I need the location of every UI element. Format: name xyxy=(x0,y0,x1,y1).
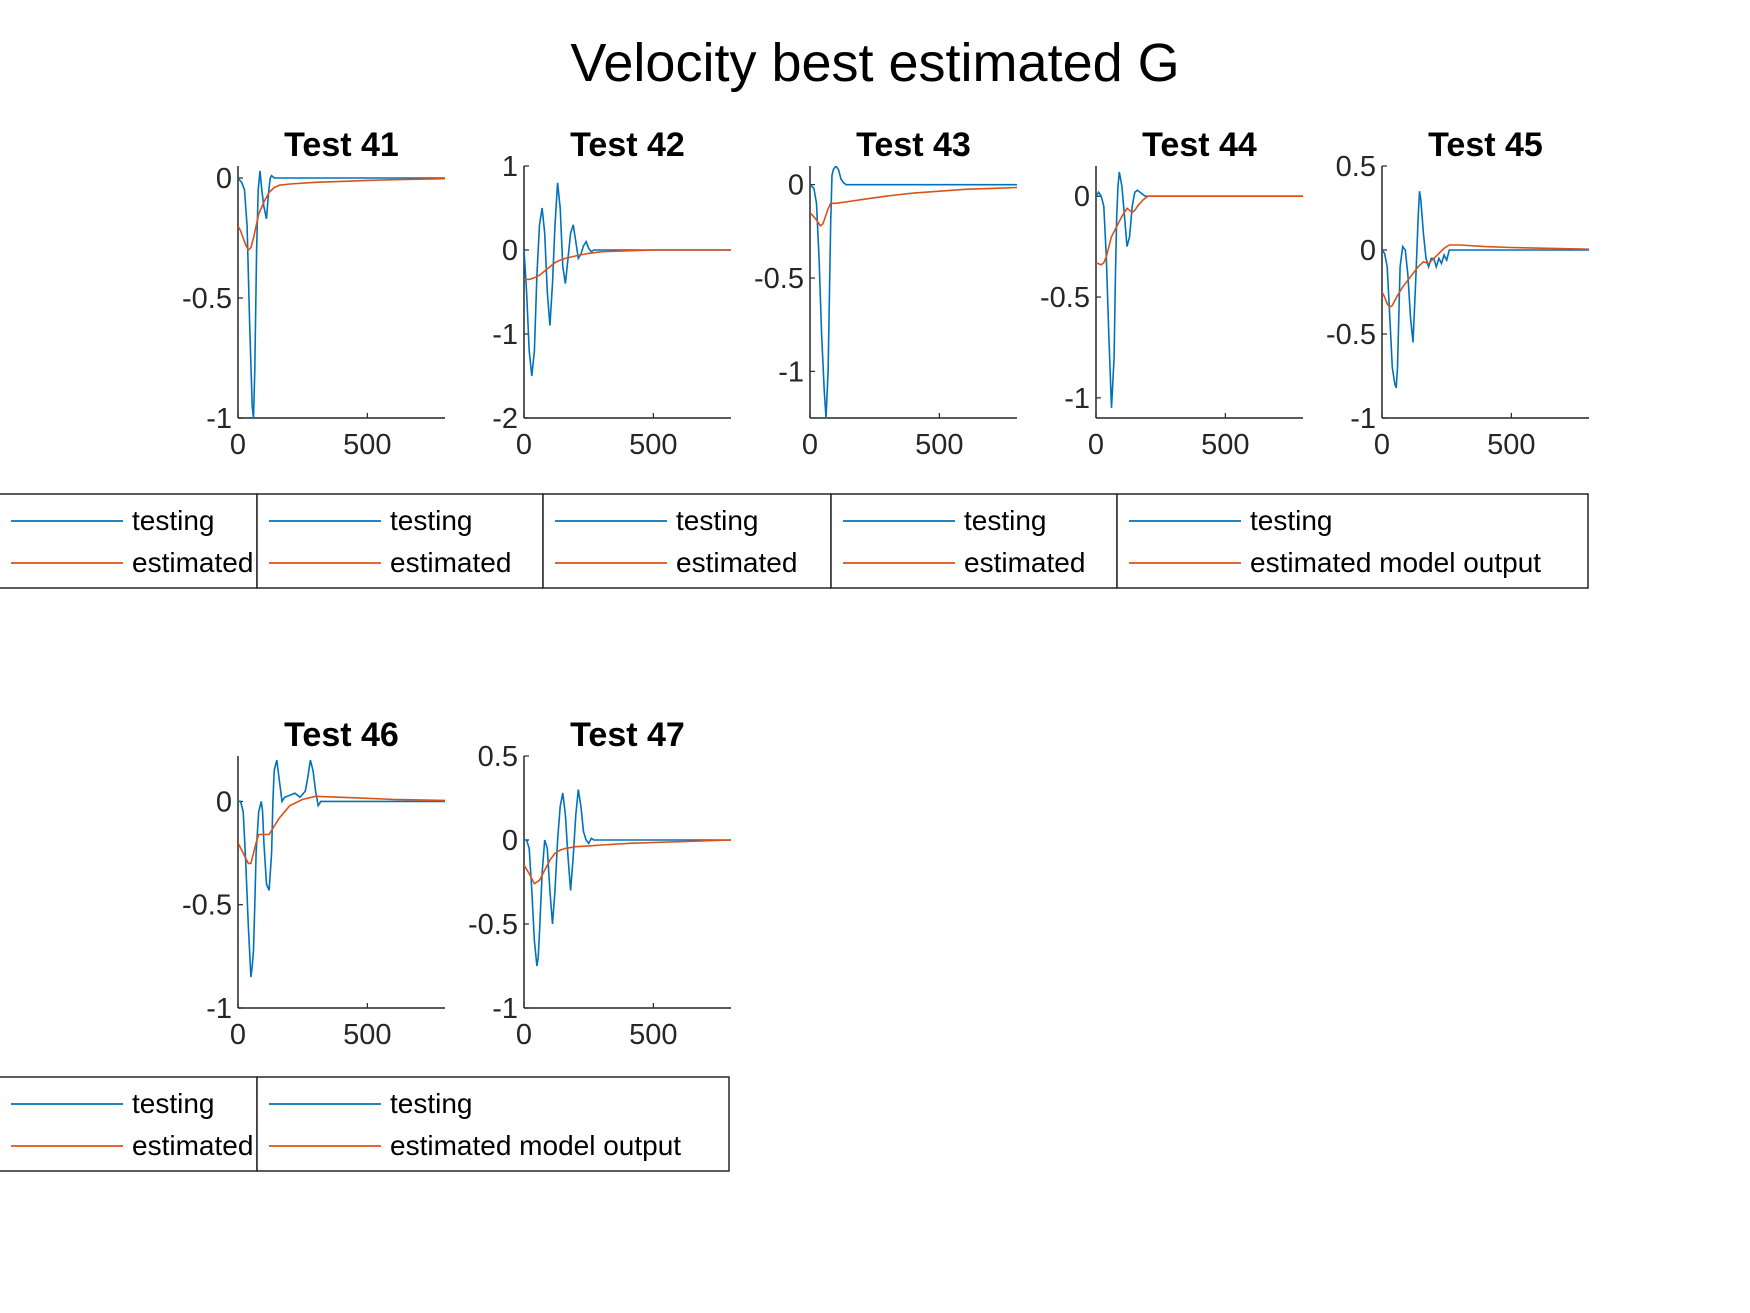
series-estimated xyxy=(1382,244,1589,309)
legend-4: testing estimated xyxy=(830,493,1118,589)
y-tick-label: -1 xyxy=(206,403,232,435)
x-tick-label: 0 xyxy=(802,429,818,461)
series-testing xyxy=(1382,191,1589,389)
legend-label: testing xyxy=(676,505,759,536)
chart-4: Test 44 0 -0.5 -1 0 500 testing estimated xyxy=(830,126,1303,589)
y-tick-label: -0.5 xyxy=(1326,319,1376,351)
y-tick-label: 0.5 xyxy=(478,741,518,773)
y-tick-label: 0 xyxy=(502,235,518,267)
x-tick-label: 500 xyxy=(629,1019,677,1051)
chart-title: Test 41 xyxy=(284,126,399,164)
legend-label: estimated model output xyxy=(1250,547,1541,578)
y-tick-label: -2 xyxy=(492,403,518,435)
legend-label: estimated xyxy=(676,547,797,578)
y-tick-label: -1 xyxy=(1064,383,1090,415)
x-tick-label: 500 xyxy=(343,429,391,461)
y-tick-label: 1 xyxy=(502,151,518,183)
y-tick-label: 0 xyxy=(502,825,518,857)
series-testing xyxy=(238,170,445,418)
x-tick-label: 500 xyxy=(1487,429,1535,461)
chart-title: Test 43 xyxy=(856,126,971,164)
legend-label: testing xyxy=(132,1088,215,1119)
legend-box xyxy=(256,493,544,589)
y-tick-label: -0.5 xyxy=(182,283,232,315)
y-tick-label: -1 xyxy=(1350,403,1376,435)
y-tick-label: 0 xyxy=(1360,235,1376,267)
series-estimated xyxy=(238,177,445,252)
y-tick-label: -0.5 xyxy=(1040,282,1090,314)
legend-label: testing xyxy=(132,505,215,536)
legend-box xyxy=(0,493,258,589)
y-tick-label: -0.5 xyxy=(468,909,518,941)
legend-2: testing estimated xyxy=(256,493,544,589)
legend-label: testing xyxy=(390,1088,473,1119)
figure-title: Velocity best estimated G xyxy=(570,33,1179,93)
series-testing xyxy=(524,182,731,377)
legend-3: testing estimated xyxy=(542,493,832,589)
x-tick-label: 0 xyxy=(230,1019,246,1051)
legend-label: estimated xyxy=(964,547,1085,578)
chart-title: Test 46 xyxy=(284,716,399,754)
series-estimated xyxy=(524,249,731,281)
x-tick-label: 0 xyxy=(230,429,246,461)
legend-1: testing estimated xyxy=(0,493,258,589)
series-testing xyxy=(238,759,445,978)
y-tick-label: 0 xyxy=(216,163,232,195)
x-tick-label: 0 xyxy=(516,429,532,461)
legend-label: testing xyxy=(1250,505,1333,536)
y-tick-label: 0 xyxy=(788,170,804,202)
x-tick-label: 500 xyxy=(1201,429,1249,461)
x-tick-label: 500 xyxy=(629,429,677,461)
y-tick-label: 0 xyxy=(216,786,232,818)
chart-title: Test 44 xyxy=(1142,126,1257,164)
y-tick-label: -0.5 xyxy=(182,890,232,922)
y-tick-label: 0 xyxy=(1074,181,1090,213)
y-tick-label: -1 xyxy=(492,993,518,1025)
y-tick-label: -0.5 xyxy=(754,263,804,295)
legend-label: estimated xyxy=(390,547,511,578)
x-tick-label: 500 xyxy=(915,429,963,461)
y-tick-label: -1 xyxy=(206,993,232,1025)
legend-box xyxy=(1116,493,1589,589)
y-tick-label: -1 xyxy=(492,319,518,351)
x-tick-label: 0 xyxy=(1374,429,1390,461)
legend-6: testing estimated xyxy=(0,1076,258,1172)
legend-label: estimated xyxy=(132,547,253,578)
x-tick-label: 500 xyxy=(343,1019,391,1051)
series-testing xyxy=(810,166,1017,418)
x-tick-label: 0 xyxy=(516,1019,532,1051)
x-tick-label: 0 xyxy=(1088,429,1104,461)
y-tick-label: -1 xyxy=(778,356,804,388)
series-estimated xyxy=(238,795,445,865)
legend-5: testing estimated model output xyxy=(1116,493,1589,589)
chart-title: Test 42 xyxy=(570,126,685,164)
legend-7: testing estimated model output xyxy=(256,1076,730,1172)
series-estimated xyxy=(524,839,731,885)
legend-label: testing xyxy=(964,505,1047,536)
chart-title: Test 47 xyxy=(570,716,685,754)
legend-box xyxy=(542,493,832,589)
legend-box xyxy=(256,1076,730,1172)
series-estimated xyxy=(1096,195,1303,266)
chart-title: Test 45 xyxy=(1428,126,1543,164)
y-tick-label: 0.5 xyxy=(1336,151,1376,183)
legend-label: estimated xyxy=(132,1130,253,1161)
series-testing xyxy=(524,789,731,967)
legend-label: testing xyxy=(390,505,473,536)
legend-box xyxy=(830,493,1118,589)
legend-label: estimated model output xyxy=(390,1130,681,1161)
series-estimated xyxy=(810,186,1017,227)
chart-3: Test 43 0 -0.5 -1 0 500 testing estimated xyxy=(542,126,1017,589)
